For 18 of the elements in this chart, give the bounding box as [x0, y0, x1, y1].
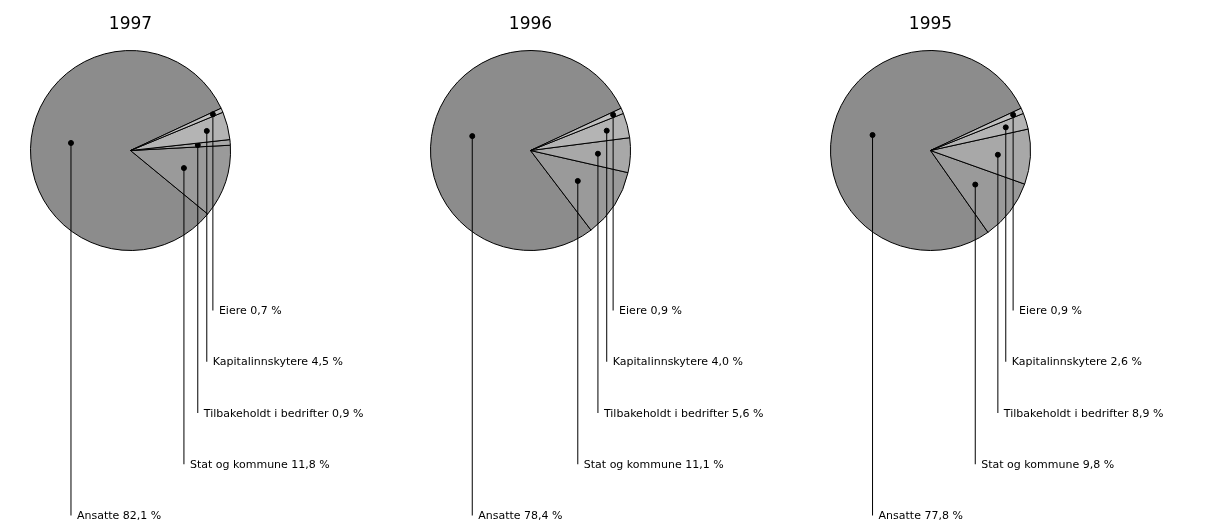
slice-label: Stat og kommune 11,1 %: [583, 457, 724, 471]
slice-label: Tilbakeholdt i bedrifter 5,6 %: [602, 406, 764, 420]
slice-label: Ansatte 82,1 %: [76, 509, 162, 522]
slice-label: Ansatte 78,4 %: [478, 509, 563, 522]
slice-label: Tilbakeholdt i bedrifter 8,9 %: [1002, 406, 1164, 420]
slice-label: Kapitalinnskytere 4,0 %: [612, 355, 743, 369]
slice-label: Stat og kommune 11,8 %: [189, 457, 330, 471]
slice-label: Kapitalinnskytere 2,6 %: [1011, 355, 1142, 369]
chart-title: 1997: [108, 13, 153, 33]
slice-label: Eiere 0,9 %: [1019, 304, 1082, 317]
slice-label: Ansatte 77,8 %: [878, 509, 963, 522]
slice-label: Stat og kommune 9,8 %: [981, 457, 1115, 471]
chart-title: 1996: [508, 13, 553, 33]
slice-label: Eiere 0,7 %: [218, 304, 282, 317]
slice-label: Kapitalinnskytere 4,5 %: [212, 355, 343, 369]
chart-title: 1995: [908, 13, 953, 33]
slice-label: Tilbakeholdt i bedrifter 0,9 %: [202, 406, 364, 420]
slice-label: Eiere 0,9 %: [619, 304, 682, 317]
